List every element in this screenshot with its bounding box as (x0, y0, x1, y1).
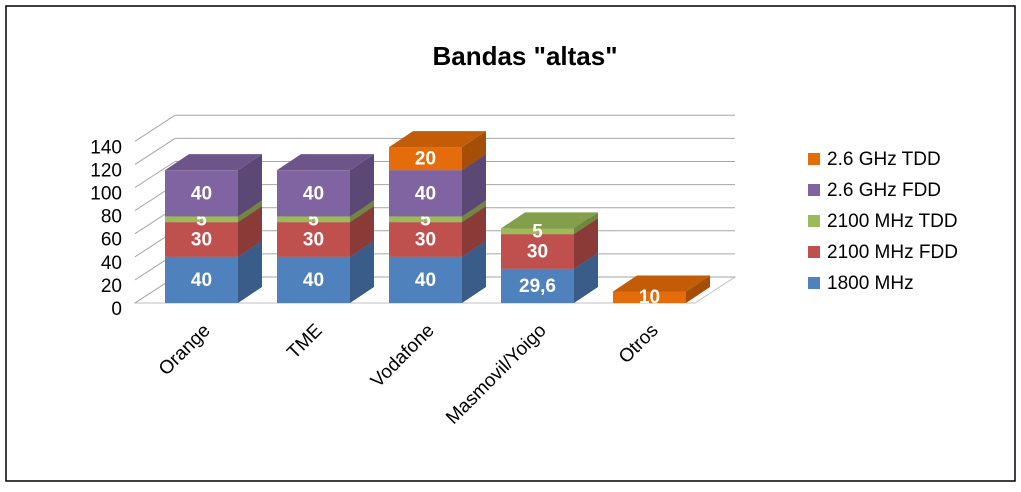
bar-front (165, 170, 238, 217)
bar-front (389, 170, 462, 217)
bar-side (350, 240, 374, 303)
data-label: 40 (303, 183, 324, 204)
bar-top (277, 154, 374, 171)
bar-front (277, 222, 350, 257)
grid-line (134, 137, 735, 165)
y-tick-label: 140 (90, 137, 122, 158)
bar-front (613, 291, 686, 303)
bar-side (574, 252, 598, 303)
bar-side (350, 200, 374, 223)
data-label: 40 (415, 183, 436, 204)
grid-line (134, 161, 735, 188)
y-tick-label: 0 (111, 299, 122, 320)
legend-label: 2.6 GHz FDD (827, 180, 941, 201)
legend-label: 2100 MHz FDD (827, 242, 958, 263)
bar-side (350, 206, 374, 257)
bar-top (389, 131, 486, 148)
bar-side (350, 154, 374, 217)
data-label: 30 (527, 242, 548, 263)
bar-side (462, 131, 486, 171)
legend-label: 2.6 GHz TDD (827, 149, 941, 170)
bar-top (501, 212, 598, 229)
data-label: 30 (303, 229, 324, 250)
y-tick-label: 40 (101, 253, 122, 274)
data-label: 10 (639, 287, 660, 308)
bar-front (501, 268, 574, 303)
data-label: 30 (191, 229, 212, 250)
data-label: 40 (415, 270, 436, 291)
bar-side (462, 240, 486, 303)
y-tick-label: 100 (90, 184, 122, 205)
bar-front (501, 228, 574, 235)
legend-swatch (808, 153, 820, 165)
data-label: 5 (308, 209, 319, 230)
bar-top (613, 275, 710, 292)
bar-side (574, 218, 598, 269)
legend-label: 2100 MHz TDD (827, 211, 958, 232)
bar-front (389, 256, 462, 303)
bar-front (165, 256, 238, 303)
legend-swatch (808, 184, 820, 196)
legend-swatch (808, 215, 820, 227)
y-tick-label: 120 (90, 160, 122, 181)
legend-swatch (808, 246, 820, 258)
bar-front (389, 147, 462, 171)
bar-front (165, 216, 238, 223)
bar-front (277, 256, 350, 303)
data-label: 40 (191, 183, 212, 204)
bar-side (238, 154, 262, 217)
bar-side (238, 206, 262, 257)
legend-swatch (808, 277, 820, 289)
data-label: 40 (303, 270, 324, 291)
bar-front (277, 170, 350, 217)
data-label: 5 (196, 209, 207, 230)
data-label: 5 (420, 209, 431, 230)
bar-front (501, 234, 574, 269)
data-label: 20 (415, 149, 436, 170)
bar-side (238, 240, 262, 303)
bar-front (389, 222, 462, 257)
y-tick-label: 60 (101, 230, 122, 251)
y-tick-label: 20 (101, 276, 122, 297)
bar-side (462, 154, 486, 217)
bar-side (462, 200, 486, 223)
data-label: 40 (191, 270, 212, 291)
bar-side (238, 200, 262, 223)
chart-title: Bandas "altas" (432, 41, 617, 71)
grid-line (134, 114, 735, 142)
bar-front (389, 216, 462, 223)
data-label: 30 (415, 229, 436, 250)
bar-front (277, 216, 350, 223)
bar-side (462, 206, 486, 257)
bar-side (574, 212, 598, 235)
data-label: 29,6 (519, 276, 556, 297)
bar-side (686, 275, 710, 303)
legend-label: 1800 MHz (827, 273, 914, 294)
bar-front (165, 222, 238, 257)
y-tick-label: 80 (101, 207, 122, 228)
data-label: 5 (532, 221, 543, 242)
bar-top (165, 154, 262, 171)
